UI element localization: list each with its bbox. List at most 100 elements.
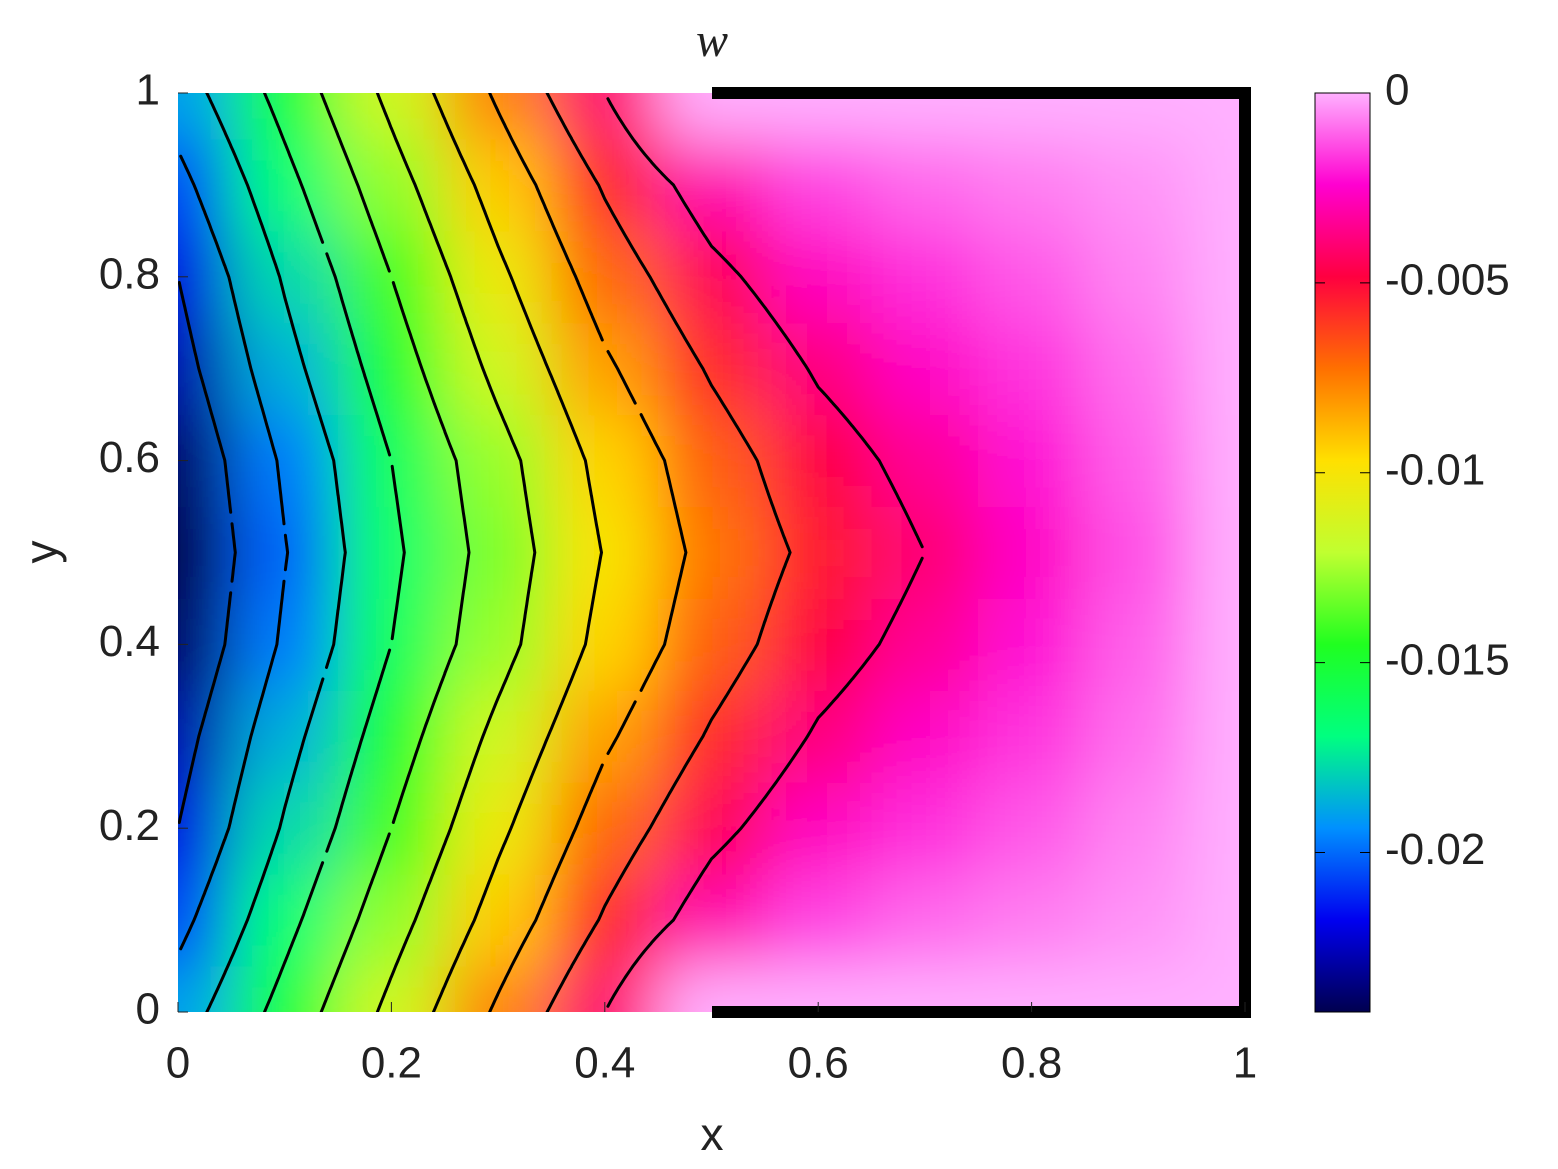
heatmap-cell <box>978 138 1086 232</box>
colorbar-tick-label: -0.02 <box>1385 825 1485 874</box>
heatmap-cell <box>551 138 659 232</box>
contour-line <box>606 97 924 1008</box>
heatmap-cell <box>338 598 446 691</box>
heatmap-cell <box>978 230 1086 324</box>
y-axis-label: y <box>15 541 67 564</box>
contour-line <box>488 93 688 1012</box>
heatmap-cell <box>764 874 873 967</box>
heatmap-cell <box>978 690 1086 783</box>
heatmap-cell <box>231 690 339 783</box>
heatmap-cell <box>978 874 1086 967</box>
heatmap-cell <box>1191 322 1245 416</box>
heatmap-cell <box>231 322 339 416</box>
heatmap-cell <box>231 138 339 232</box>
heatmap-cell <box>658 690 766 783</box>
heatmap-cell <box>551 782 659 875</box>
heatmap-cell <box>1084 230 1193 324</box>
heatmap-cell <box>551 230 659 324</box>
heatmap-cells <box>178 93 1245 1012</box>
heatmap-cell <box>1084 506 1193 599</box>
heatmap-cell <box>1191 690 1245 783</box>
heatmap-cell <box>178 506 232 599</box>
x-tick-label: 0 <box>166 1039 190 1088</box>
heatmap-cell <box>764 322 873 416</box>
heatmap-cell <box>551 322 659 416</box>
contour-line <box>263 93 406 1012</box>
heatmap-cell <box>178 690 232 783</box>
heatmap-cell <box>764 782 873 875</box>
heatmap-cell <box>871 874 979 967</box>
heatmap-cell <box>978 506 1086 599</box>
heatmap-cell <box>551 598 659 691</box>
heatmap-cell <box>231 598 339 691</box>
heatmap-cell <box>551 93 659 140</box>
heatmap-cell <box>551 506 659 599</box>
colorbar-tick-label: -0.01 <box>1385 445 1485 494</box>
heatmap-cell <box>764 690 873 783</box>
y-tick-label: 0.4 <box>99 617 160 666</box>
contour-line <box>432 93 603 1012</box>
heatmap-cell <box>764 506 873 599</box>
heatmap-cell <box>978 782 1086 875</box>
heatmap-cell <box>338 782 446 875</box>
x-tick-label: 0.8 <box>1001 1039 1062 1088</box>
heatmap-cell <box>231 230 339 324</box>
heatmap-cell <box>551 874 659 967</box>
heatmap-cell <box>444 966 552 1012</box>
contour-line <box>545 93 792 1012</box>
heatmap-cell <box>178 322 232 416</box>
heatmap-cell <box>1191 782 1245 875</box>
heatmap-cell <box>1084 322 1193 416</box>
heatmap-cell <box>231 414 339 508</box>
heatmap-cell <box>658 138 766 232</box>
heatmap-cell <box>871 966 979 1012</box>
heatmap-cell <box>1191 414 1245 508</box>
heatmap-cell <box>1084 414 1193 508</box>
chart-title: w <box>696 14 728 67</box>
heatmap-cell <box>444 414 552 508</box>
heatmap-cell <box>1084 138 1193 232</box>
y-tick-label: 0.2 <box>99 801 160 850</box>
heatmap-cell <box>1191 93 1245 140</box>
x-axis-label: x <box>701 1108 724 1160</box>
heatmap-cell <box>231 966 339 1012</box>
heatmap-cell <box>444 598 552 691</box>
heatmap-cell <box>444 93 552 140</box>
heatmap-cell <box>338 93 446 140</box>
heatmap-cell <box>338 230 446 324</box>
contour-line <box>375 93 537 1012</box>
heatmap-cell <box>978 414 1086 508</box>
heatmap-cell <box>1084 874 1193 967</box>
heatmap-cell <box>1084 93 1193 140</box>
heatmap-cell <box>871 506 979 599</box>
heatmap-cell <box>1191 230 1245 324</box>
heatmap-cell <box>764 93 873 140</box>
contours <box>178 93 924 1012</box>
heatmap-cell <box>338 874 446 967</box>
heatmap-cell <box>658 506 766 599</box>
heatmap-cell <box>871 93 979 140</box>
y-tick-label: 0.6 <box>99 433 160 482</box>
x-tick-label: 0.4 <box>574 1039 635 1088</box>
heatmap-cell <box>871 782 979 875</box>
heatmap-cell <box>871 598 979 691</box>
heatmap-cell <box>444 138 552 232</box>
y-tick-label: 0.8 <box>99 249 160 298</box>
contour-line <box>178 281 237 824</box>
walls <box>712 87 1251 1018</box>
heatmap-cell <box>764 138 873 232</box>
heatmap-cell <box>551 690 659 783</box>
heatmap-cell <box>231 874 339 967</box>
heatmap-cell <box>871 414 979 508</box>
heatmap-cell <box>178 93 232 140</box>
contour-line <box>319 93 471 1012</box>
heatmap-cell <box>871 138 979 232</box>
heatmap-cell <box>338 322 446 416</box>
x-tick-label: 1 <box>1233 1039 1257 1088</box>
heatmap-cell <box>231 93 339 140</box>
x-tick-label: 0.2 <box>361 1039 422 1088</box>
colorbar-tick-label: -0.015 <box>1385 635 1510 684</box>
heatmap-cell <box>338 690 446 783</box>
heatmap-cell <box>338 414 446 508</box>
heatmap-cell <box>658 322 766 416</box>
